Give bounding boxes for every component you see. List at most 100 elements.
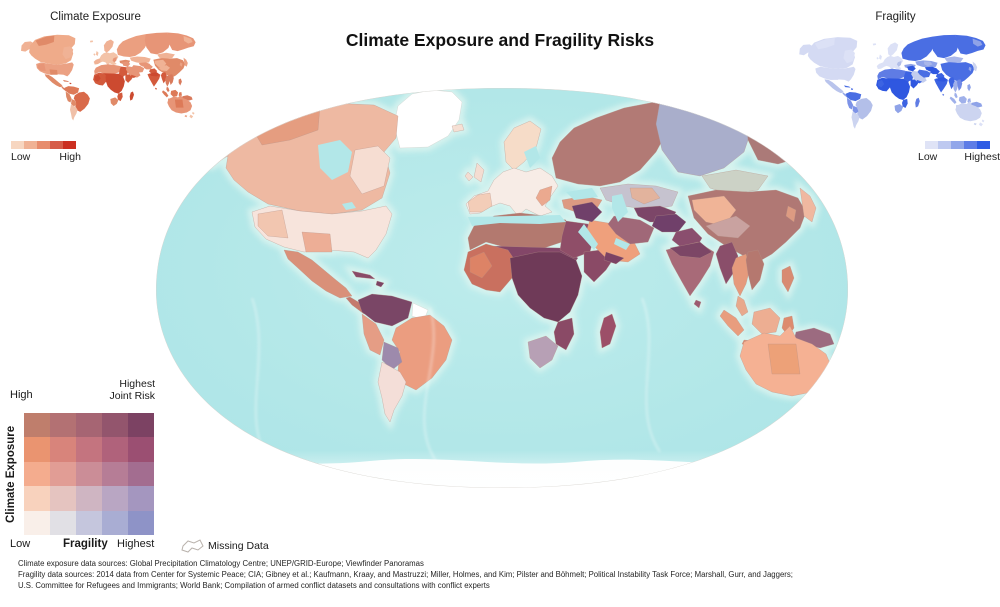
region-africa_s [527,335,559,369]
region-argentina [377,361,407,423]
region-iran [131,65,145,73]
climate-ramp-labels: Low High [11,151,81,163]
bivariate-cell-r3c1 [24,461,50,487]
bivariate-low-label: Low [10,538,31,550]
bivariate-cell-r5c4 [102,510,128,535]
region-greenland [74,31,93,47]
region-nz_n [981,119,985,123]
region-japan [972,61,978,72]
region-africa_west_patch [94,74,101,82]
region-greenland [393,89,463,149]
region-ireland [464,171,474,182]
bivariate-cell-r3c3 [76,461,102,487]
region-hispaniola [850,88,854,90]
region-africa_central [889,79,911,101]
hudson-bay [318,140,352,180]
region-russia_central [144,32,171,55]
region-balkans [896,60,902,67]
corner-label-line2: Joint Risk [109,389,155,402]
region-bolivia [381,341,403,371]
data-sources: Climate exposure data sources: Global Pr… [18,558,983,591]
region-brazil [855,98,873,120]
region-cuba [844,85,851,88]
region-iceland [872,43,877,46]
region-argentina [69,104,78,121]
region-china_west [154,59,167,68]
fragility-ramp-swatch-3 [951,141,964,149]
missing-data-label: Missing Data [208,540,269,552]
region-usa_patch_south [301,231,333,253]
bivariate-highest-label: Highest [117,538,155,550]
region-africa_west_patch [469,251,493,279]
bivariate-high-label: High [10,389,33,401]
caspian-sea [612,194,628,222]
ocean-fade [156,440,848,488]
mediterranean-sea [468,215,566,226]
fragility-ramp-swatch-2 [938,141,951,149]
region-borneo [751,307,781,335]
region-canada_patch_nw [814,38,835,50]
region-uk [95,50,99,56]
region-canada_patch_nw [35,35,55,47]
climate-inset-title: Climate Exposure [50,11,141,23]
region-korea [785,205,797,223]
region-kazakh_patch [629,187,661,205]
region-usa_patch_south [49,69,58,75]
region-mongolia [701,169,769,195]
region-yemen [916,79,923,84]
region-borneo [170,89,179,97]
region-canada_patch_e [843,49,855,64]
region-africa_central [509,251,583,323]
region-iraq_syria [122,61,131,67]
region-hispaniola [375,280,385,288]
region-nz_s [821,399,837,415]
region-bolivia [852,105,859,114]
fragility-color-ramp [925,141,990,149]
region-russia_west [116,34,148,58]
region-australia_patch [767,343,801,375]
region-africa_se [553,317,575,351]
region-australia_patch [174,99,184,108]
region-japan [183,57,188,67]
source-line-2: Fragility data sources: 2014 data from C… [18,570,793,579]
bivariate-y-axis-label: Climate Exposure [5,425,17,523]
region-nz_s [978,122,983,127]
region-mongolia [944,56,964,64]
fragility-ramp-swatch-4 [964,141,977,149]
page-title: Climate Exposure and Fragility Risks [345,30,655,50]
region-russia_west [901,36,935,61]
region-malay [735,295,749,317]
region-tibet [945,69,959,76]
region-korea [179,62,183,67]
region-bolivia [71,98,77,107]
region-europe_patch [467,192,493,213]
region-korea [968,66,972,72]
region-srilanka [693,299,702,309]
region-sa_guyanas [79,88,84,94]
bivariate-highest-joint-risk-label: Highest Joint Risk [85,378,155,402]
climate-ramp-swatch-1 [11,141,24,149]
great-lakes [342,202,356,210]
region-usa_patch_west [257,209,289,239]
region-iraq_syria [907,65,916,72]
bivariate-cell-r4c1 [24,486,50,511]
region-madagascar [915,97,920,108]
bivariate-legend-grid [24,413,154,535]
region-japan [799,187,817,223]
region-usa [251,205,393,259]
region-iraq_syria [571,201,603,223]
region-thailand [731,253,751,297]
region-europe_patch [94,58,101,65]
region-srilanka [942,93,945,96]
source-line-3: U.S. Committee for Refugees and Immigran… [18,581,490,590]
region-india_north [148,72,160,77]
climate-ramp-swatch-4 [50,141,63,149]
fragility-ramp-labels: Low Highest [918,151,1000,163]
region-vietnam [957,79,963,91]
region-russia_patch [183,36,193,44]
region-philippines [967,83,971,92]
region-uk [473,162,485,183]
source-line-1: Climate exposure data sources: Global Pr… [18,559,424,568]
